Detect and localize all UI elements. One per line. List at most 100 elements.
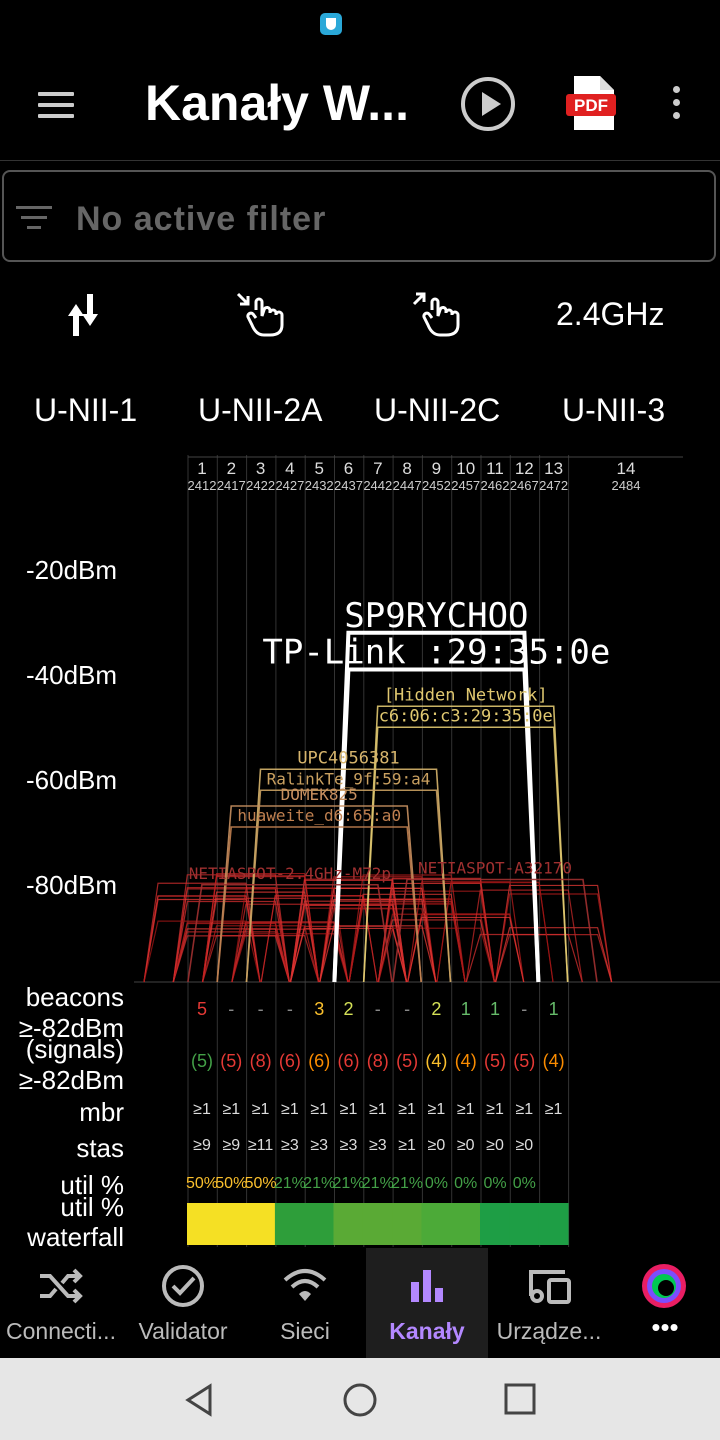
- recents-icon[interactable]: [503, 1382, 537, 1416]
- mbr-value: ≥1: [252, 1101, 270, 1118]
- channel-tick-label: 2: [227, 459, 236, 478]
- nav-item-more[interactable]: •••: [610, 1248, 720, 1358]
- network-curve: [319, 899, 437, 983]
- nav-label: Sieci: [280, 1318, 330, 1344]
- beacons-value: -: [287, 999, 293, 1019]
- shuffle-icon: [40, 1268, 83, 1304]
- waterfall-cell: [480, 1203, 510, 1245]
- nav-item-devices[interactable]: Urządze...: [488, 1248, 610, 1358]
- network-curve: [260, 895, 378, 983]
- band-unii-2a[interactable]: U-NII-2A: [198, 392, 323, 428]
- util-value: 50%: [245, 1175, 277, 1192]
- signals-value: (8): [367, 1051, 389, 1071]
- back-icon[interactable]: [182, 1382, 218, 1418]
- network-curve: [289, 927, 408, 983]
- network-curve: [377, 919, 495, 983]
- channel-chart[interactable]: 1241222417324224242752432624377244282447…: [0, 455, 720, 1250]
- beacons-value: 1: [461, 999, 471, 1019]
- channel-tick-label: 9: [432, 459, 441, 478]
- stas-value: ≥11: [248, 1137, 273, 1154]
- network-curve: [216, 826, 422, 983]
- channel-tick-label: 12: [515, 459, 534, 478]
- beacons-value: -: [404, 999, 410, 1019]
- frequency-tick-label: 2432: [305, 478, 334, 493]
- network-label: [Hidden Network]: [384, 685, 548, 705]
- page-title: Kanały W...: [145, 75, 409, 131]
- network-curve: [172, 921, 290, 983]
- stas-value: ≥9: [222, 1137, 240, 1154]
- beacons-label: beacons: [25, 982, 124, 1012]
- mbr-value: ≥1: [193, 1101, 211, 1118]
- waterfall-cell: [538, 1203, 569, 1245]
- waterfall-cell: [362, 1203, 393, 1245]
- system-navigation-bar: [0, 1358, 720, 1440]
- nav-label: Validator: [138, 1318, 228, 1344]
- signals-label: ≥-82dBm: [18, 1065, 124, 1095]
- stas-value: ≥0: [486, 1137, 504, 1154]
- filter-text: No active filter: [76, 200, 327, 238]
- network-curve: [187, 883, 393, 983]
- stas-value: ≥9: [193, 1137, 211, 1154]
- channel-tick-label: 3: [256, 459, 265, 478]
- frequency-tick-label: 2484: [612, 478, 641, 493]
- signals-value: (4): [543, 1051, 565, 1071]
- channel-tick-label: 14: [617, 459, 636, 478]
- util-value: 50%: [215, 1175, 247, 1192]
- network-label: NETIASPOT-A32170: [418, 859, 572, 878]
- network-curve: [407, 881, 525, 983]
- network-curve: [465, 933, 583, 983]
- network-curve: [172, 935, 290, 983]
- nav-item-connectivity[interactable]: Connecti...: [0, 1248, 122, 1358]
- pdf-export-icon[interactable]: PDF: [566, 74, 618, 132]
- nav-item-validator[interactable]: Validator: [122, 1248, 244, 1358]
- play-icon[interactable]: [460, 76, 516, 132]
- network-curve: [436, 881, 554, 983]
- mbr-value: ≥1: [486, 1101, 504, 1118]
- frequency-tick-label: 2412: [188, 478, 217, 493]
- waterfall-cell: [245, 1203, 276, 1245]
- home-icon[interactable]: [342, 1382, 378, 1418]
- waterfall-cell: [216, 1203, 247, 1245]
- signals-value: (5): [191, 1051, 213, 1071]
- signals-label: (signals): [25, 1034, 124, 1064]
- band-selector[interactable]: 2.4GHz: [556, 296, 665, 332]
- network-label: RalinkTe_9f:59:a4: [267, 769, 431, 788]
- stas-value: ≥3: [310, 1137, 328, 1154]
- frequency-tick-label: 2427: [275, 478, 304, 493]
- nav-item-networks[interactable]: Sieci: [244, 1248, 366, 1358]
- frequency-tick-label: 2417: [217, 478, 246, 493]
- bar-chart-icon: [411, 1270, 443, 1302]
- band-unii-1[interactable]: U-NII-1: [34, 392, 138, 428]
- band-unii-3[interactable]: U-NII-3: [562, 392, 666, 428]
- zoom-in-touch-icon[interactable]: [232, 288, 288, 344]
- frequency-tick-label: 2447: [393, 478, 422, 493]
- network-curve: [495, 927, 613, 983]
- network-curve: [245, 789, 452, 983]
- svg-text:PDF: PDF: [574, 96, 608, 115]
- beacons-value: -: [228, 999, 234, 1019]
- band-unii-2c[interactable]: U-NII-2C: [374, 392, 501, 428]
- sort-arrows-icon[interactable]: [56, 288, 112, 344]
- waterfall-cell: [421, 1203, 452, 1245]
- network-label: SP9RYCHOO: [344, 596, 528, 636]
- network-curve: [407, 916, 525, 983]
- network-curve: [377, 927, 495, 983]
- stas-value: ≥3: [340, 1137, 358, 1154]
- network-label: DOMEK825: [281, 785, 358, 804]
- network-curve: [319, 908, 437, 983]
- waterfall-label: waterfall: [27, 1222, 124, 1252]
- stas-value: ≥3: [369, 1137, 387, 1154]
- util-value: 21%: [391, 1175, 423, 1192]
- y-tick-label: -20dBm: [26, 555, 118, 585]
- zoom-out-touch-icon[interactable]: [408, 288, 464, 344]
- nav-item-channels[interactable]: Kanały: [366, 1248, 488, 1358]
- signals-value: (4): [425, 1051, 447, 1071]
- more-vert-icon[interactable]: [666, 86, 686, 126]
- channel-tick-label: 1: [197, 459, 206, 478]
- channel-tick-label: 11: [486, 459, 504, 478]
- menu-icon[interactable]: [38, 92, 74, 118]
- filter-bar[interactable]: No active filter: [2, 170, 716, 262]
- signals-value: (6): [338, 1051, 360, 1071]
- network-label: TP-Link_:29:35:0e: [262, 633, 610, 673]
- network-curve: [172, 887, 290, 983]
